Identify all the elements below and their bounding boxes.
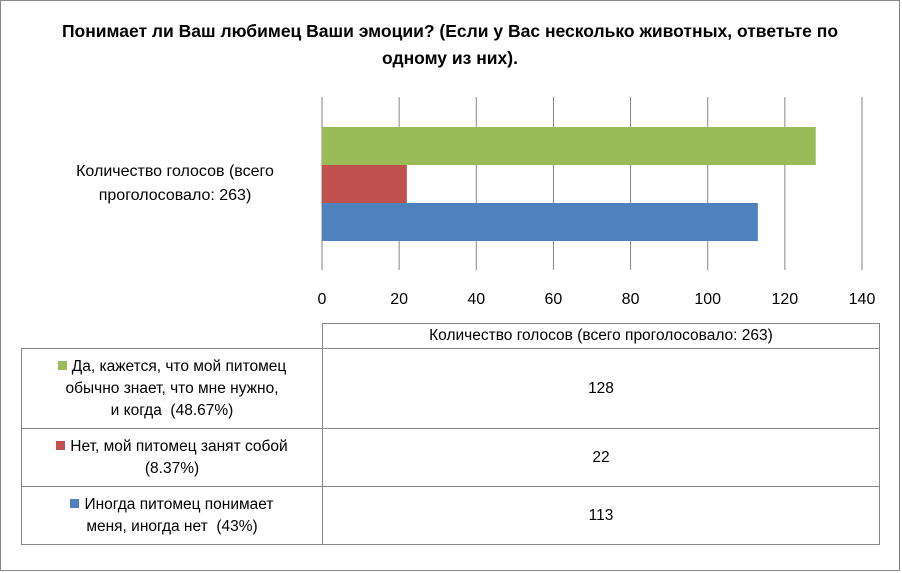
row-label: Нет, мой питомец занят собой (8.37%) bbox=[21, 428, 323, 487]
x-tick-label: 140 bbox=[849, 291, 876, 308]
table-corner bbox=[21, 323, 323, 349]
bar-series-3 bbox=[322, 203, 758, 241]
x-tick-label: 40 bbox=[467, 291, 485, 308]
legend-key-green bbox=[57, 360, 67, 370]
table-row: Да, кажется, что мой питомец обычно знает… bbox=[21, 348, 880, 429]
table-row: Нет, мой питомец занят собой (8.37%) 22 bbox=[21, 428, 880, 487]
category-label: Количество голосов (всего проголосовало:… bbox=[76, 163, 274, 204]
row-value: 22 bbox=[322, 428, 880, 487]
row-label: Иногда питомец понимает меня, иногда нет … bbox=[21, 486, 323, 545]
table-header: Количество голосов (всего проголосовало:… bbox=[322, 323, 880, 349]
row-label: Да, кажется, что мой питомец обычно знает… bbox=[21, 348, 323, 429]
x-tick-label: 120 bbox=[772, 291, 799, 308]
x-tick-label: 0 bbox=[318, 291, 327, 308]
legend-key-red bbox=[56, 440, 66, 450]
x-tick-labels: 0 20 40 60 80 100 120 140 bbox=[318, 291, 876, 308]
chart-title: Понимает ли Ваш любимец Ваши эмоции? (Ес… bbox=[61, 21, 839, 68]
legend-key-blue bbox=[70, 498, 80, 508]
bar-series-1 bbox=[322, 127, 816, 165]
table-row: Иногда питомец понимает меня, иногда нет … bbox=[21, 486, 880, 545]
x-tick-label: 20 bbox=[390, 291, 408, 308]
bars bbox=[322, 127, 816, 241]
row-value: 128 bbox=[322, 348, 880, 429]
bar-series-2 bbox=[322, 165, 407, 203]
x-tick-label: 80 bbox=[622, 291, 640, 308]
row-value: 113 bbox=[322, 486, 880, 545]
x-tick-label: 60 bbox=[545, 291, 563, 308]
data-table: Количество голосов (всего проголосовало:… bbox=[21, 323, 880, 545]
x-tick-label: 100 bbox=[694, 291, 721, 308]
